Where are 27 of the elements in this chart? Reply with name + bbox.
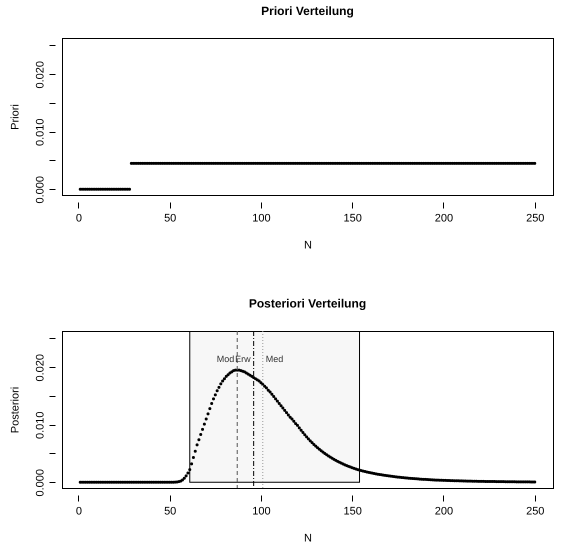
x-tick-label: 50 (164, 212, 176, 224)
x-tick-label: 150 (344, 212, 362, 224)
x-tick-label: 100 (252, 506, 271, 518)
y-axis-title: Priori (10, 104, 22, 130)
y-axis-title: Posteriori (10, 386, 22, 434)
x-tick-label: 150 (344, 506, 362, 518)
x-tick-label: 200 (434, 212, 454, 224)
x-tick-label: 50 (164, 506, 176, 518)
x-axis-title: N (304, 532, 312, 544)
ref-line-label: Med (266, 354, 284, 364)
x-tick-label: 250 (526, 212, 544, 224)
x-tick-label: 100 (252, 212, 271, 224)
x-axis-title: N (304, 240, 312, 252)
chart-title: Priori Verteilung (261, 4, 354, 18)
y-tick-label: 0.000 (34, 468, 46, 497)
y-tick-label: 0.010 (34, 118, 46, 146)
y-tick-label: 0.020 (34, 354, 46, 382)
ref-line-label: Erw (235, 354, 252, 364)
x-tick-label: 200 (434, 506, 454, 518)
x-tick-label: 250 (526, 506, 544, 518)
x-tick-label: 0 (76, 506, 82, 518)
x-tick-label: 0 (76, 212, 82, 224)
y-tick-label: 0.000 (34, 176, 46, 204)
ref-line-label: Mod (216, 354, 234, 364)
y-tick-label: 0.020 (34, 60, 46, 88)
chart-title: Posteriori Verteilung (248, 296, 366, 310)
y-tick-label: 0.010 (34, 411, 46, 440)
